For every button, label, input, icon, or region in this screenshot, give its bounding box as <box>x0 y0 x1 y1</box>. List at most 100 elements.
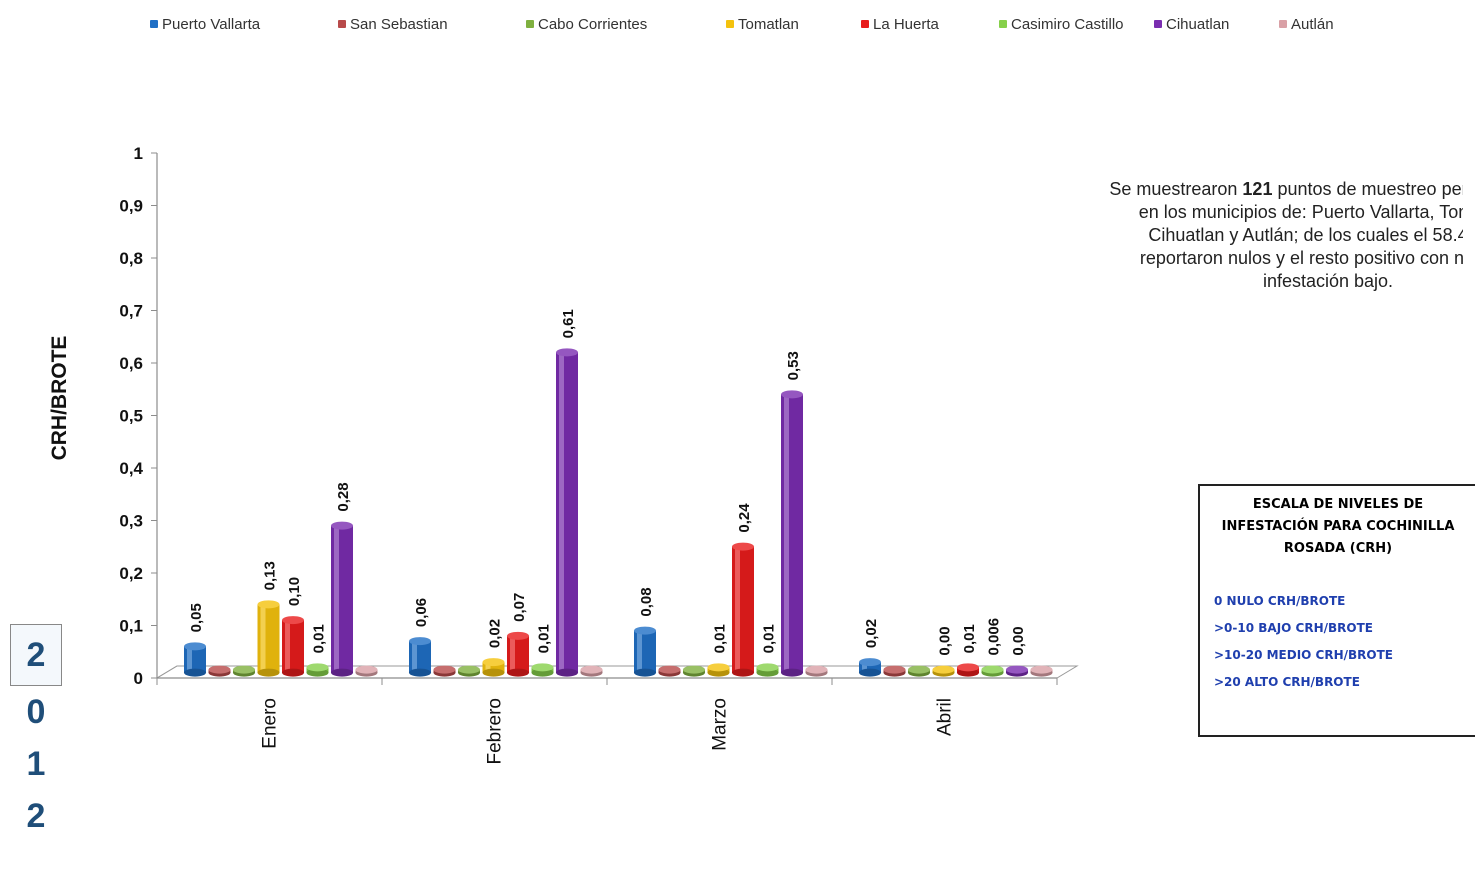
bar-top-cap <box>756 663 779 672</box>
x-tick-label: Febrero <box>485 698 506 765</box>
bar <box>208 665 231 677</box>
bar-highlight <box>285 620 290 673</box>
bar-body <box>482 662 505 673</box>
data-label: 0,28 <box>335 482 352 511</box>
x-tick-label: Abril <box>935 698 956 736</box>
legend-item: Tomatlan <box>726 16 861 33</box>
bar-bottom-cap <box>331 668 353 677</box>
year-digit: 1 <box>26 745 46 783</box>
data-label: 0,06 <box>413 598 430 627</box>
bar-top-cap <box>208 665 231 674</box>
bar-body <box>859 662 881 673</box>
data-label: 0,006 <box>986 618 1003 656</box>
data-label: 0,61 <box>560 309 577 338</box>
bar-bottom-cap <box>282 668 304 677</box>
y-axis-title: CRH/BROTE <box>48 336 71 461</box>
legend-item: Casimiro Castillo <box>999 16 1154 33</box>
sampling-note: Se muestrearon 121 puntos de muestreo pe… <box>1108 178 1463 418</box>
scale-levels: 0 NULO CRH/BROTE >0-10 BAJO CRH/BROTE >1… <box>1214 588 1475 696</box>
bar-top-cap <box>805 665 828 674</box>
scale-level-bajo: >0-10 BAJO CRH/BROTE <box>1214 621 1373 635</box>
bar <box>433 665 456 677</box>
data-label: 0,01 <box>311 624 328 653</box>
data-label: 0,53 <box>785 351 802 380</box>
x-tick-label: Marzo <box>710 698 731 751</box>
bar <box>184 642 206 677</box>
bar-top-cap <box>355 665 378 674</box>
y-tick-label: 0,4 <box>119 459 143 478</box>
bar-top-cap <box>707 663 730 672</box>
y-tick-label: 1 <box>134 144 143 163</box>
year-label: 2 0 1 2 <box>10 624 62 842</box>
legend-label: Tomatlan <box>738 15 799 33</box>
bar-highlight <box>334 525 339 673</box>
note-sample-count: 121 <box>1242 179 1273 199</box>
bar-top-cap <box>683 665 705 674</box>
y-tick-label: 0,8 <box>119 249 143 268</box>
bar <box>707 663 730 677</box>
bar-highlight <box>862 662 867 673</box>
data-label: 0,00 <box>937 626 954 655</box>
legend-swatch <box>150 20 158 28</box>
bar-top-cap <box>306 663 329 672</box>
bar <box>458 665 480 677</box>
note-text-end: puntos de muestreo permanentes en los mu… <box>1138 179 1463 291</box>
legend-item: Autlán <box>1279 16 1349 33</box>
data-label: 0,08 <box>638 587 655 616</box>
bar-top-cap <box>531 663 554 672</box>
bar <box>482 658 505 677</box>
bar-highlight <box>187 646 192 673</box>
bar <box>331 521 353 677</box>
bar-top-cap <box>658 665 681 674</box>
scale-title: ESCALA DE NIVELES DE INFESTACIÓN PARA CO… <box>1221 497 1455 556</box>
data-label: 0,10 <box>286 577 303 606</box>
bar-highlight <box>637 630 642 673</box>
bar-bottom-cap <box>634 668 656 677</box>
year-digit: 2 <box>26 797 46 835</box>
legend-item: Cabo Corrientes <box>526 16 726 33</box>
bar-top-cap <box>282 616 304 625</box>
legend-swatch <box>861 20 869 28</box>
data-label: 0,24 <box>736 503 753 533</box>
bar-top-cap <box>1030 665 1053 674</box>
data-label: 0,00 <box>1010 626 1027 655</box>
chart-legend: Puerto Vallarta San Sebastian Cabo Corrien… <box>150 13 1450 35</box>
bar-top-cap <box>257 600 280 609</box>
legend-swatch <box>726 20 734 28</box>
bar-bottom-cap <box>409 668 431 677</box>
floor-edge <box>156 665 178 679</box>
bar <box>355 665 378 677</box>
bar-bottom-cap <box>781 668 803 677</box>
y-tick-label: 0,3 <box>119 512 143 531</box>
data-label: 0,01 <box>536 624 553 653</box>
legend-label: Autlán <box>1291 15 1334 33</box>
data-label: 0,01 <box>761 624 778 653</box>
bar-top-cap <box>458 665 480 674</box>
bar <box>756 663 779 677</box>
bar <box>683 665 705 677</box>
year-digit: 2 <box>10 624 62 686</box>
infestation-scale-box: ESCALA DE NIVELES DE INFESTACIÓN PARA CO… <box>1198 484 1475 737</box>
bar <box>580 665 603 677</box>
y-tick-label: 0,7 <box>119 302 143 321</box>
y-tick-label: 0,6 <box>119 354 143 373</box>
legend-swatch <box>1154 20 1162 28</box>
bar-highlight <box>784 394 789 673</box>
bar-top-cap <box>331 521 353 530</box>
bar <box>1030 665 1053 677</box>
bar <box>1006 665 1028 677</box>
bar <box>257 600 280 677</box>
legend-label: Puerto Vallarta <box>162 15 261 33</box>
bar-top-cap <box>580 665 603 674</box>
bar <box>531 663 554 677</box>
bar-top-cap <box>883 665 906 674</box>
bar <box>306 663 329 677</box>
bar <box>957 663 979 677</box>
legend-item: Cihuatlan <box>1154 16 1279 33</box>
bar-top-cap <box>634 626 656 635</box>
bar <box>409 637 431 677</box>
bar-highlight <box>485 662 491 673</box>
data-label: 0,02 <box>487 619 504 648</box>
x-tick-label: Enero <box>260 698 281 749</box>
